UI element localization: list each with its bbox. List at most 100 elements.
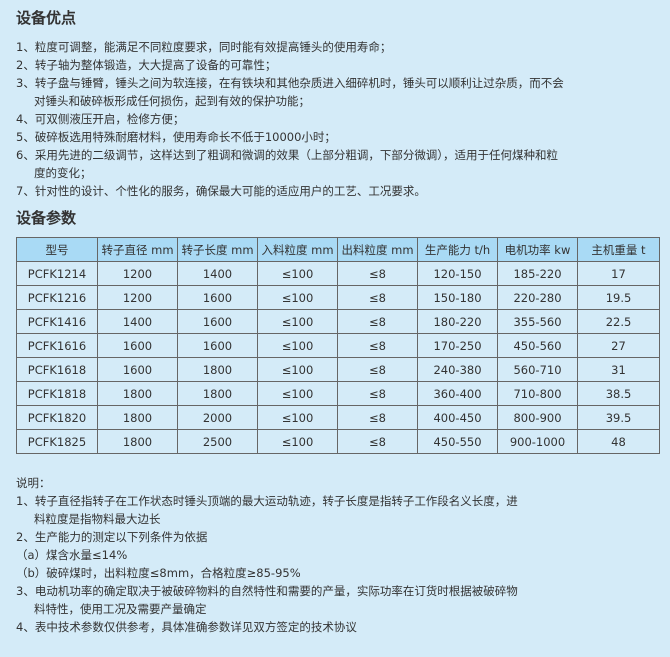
table-cell: 900-1000 <box>497 429 578 454</box>
table-cell: 1600 <box>97 357 178 382</box>
table-row: PCFK1825 1800 2500 ≤100 ≤8 450-550 900-1000 48 <box>16 429 660 454</box>
column-header: 转子长度 mm <box>177 237 258 262</box>
table-cell: 17 <box>577 261 660 286</box>
list-item: 料特性，使用工况及需要产量确定 <box>34 602 207 616</box>
table-cell: ≤8 <box>337 405 418 430</box>
table-cell: ≤100 <box>257 381 338 406</box>
params-table: 型号 转子直径 mm 转子长度 mm 入料粒度 mm 出料粒度 mm 生产能力 t/h 电机… <box>16 237 660 454</box>
list-item: 2、生产能力的测定以下列条件为依据 <box>16 530 208 544</box>
list-item: 3、转子盘与锤臂，锤头之间为软连接，在有铁块和其他杂质进入细碎机时，锤头可以顺利… <box>16 76 564 90</box>
table-cell: 450-550 <box>417 429 498 454</box>
table-cell: 38.5 <box>577 381 660 406</box>
list-item: 7、针对性的设计、个性化的服务，确保最大可能的适应用户的工艺、工况要求。 <box>16 184 426 198</box>
table-cell: 1400 <box>97 309 178 334</box>
advantages-title: 设备优点 <box>16 9 77 27</box>
table-cell: 240-380 <box>417 357 498 382</box>
table-cell: 710-800 <box>497 381 578 406</box>
table-cell: PCFK1416 <box>16 309 98 334</box>
table-cell: ≤8 <box>337 309 418 334</box>
table-header-row: 型号 转子直径 mm 转子长度 mm 入料粒度 mm 出料粒度 mm 生产能力 t/h 电机… <box>16 237 660 262</box>
table-cell: 400-450 <box>417 405 498 430</box>
column-header: 生产能力 t/h <box>417 237 498 262</box>
table-row: PCFK1416 1400 1600 ≤100 ≤8 180-220 355-560 22.5 <box>16 309 660 334</box>
list-item: （a）煤含水量≤14% <box>16 548 128 562</box>
table-row: PCFK1616 1600 1600 ≤100 ≤8 170-250 450-560 27 <box>16 333 660 358</box>
table-cell: ≤100 <box>257 429 338 454</box>
table-cell: 1800 <box>97 429 178 454</box>
table-cell: PCFK1618 <box>16 357 98 382</box>
table-cell: PCFK1216 <box>16 285 98 310</box>
table-cell: 19.5 <box>577 285 660 310</box>
table-cell: ≤100 <box>257 309 338 334</box>
list-item: 3、电动机功率的确定取决于被破碎物料的自然特性和需要的产量，实际功率在订货时根据… <box>16 584 518 598</box>
column-header: 主机重量 t <box>577 237 660 262</box>
list-item: （b）破碎煤时，出料粒度≤8mm，合格粒度≥85-95% <box>16 566 301 580</box>
table-row: PCFK1820 1800 2000 ≤100 ≤8 400-450 800-900 39.5 <box>16 405 660 430</box>
table-cell: 180-220 <box>417 309 498 334</box>
table-cell: ≤100 <box>257 261 338 286</box>
table-cell: 1600 <box>97 333 178 358</box>
table-cell: 1600 <box>177 285 258 310</box>
table-cell: ≤8 <box>337 357 418 382</box>
table-row: PCFK1214 1200 1400 ≤100 ≤8 120-150 185-220 17 <box>16 261 660 286</box>
table-cell: PCFK1214 <box>16 261 98 286</box>
table-cell: 39.5 <box>577 405 660 430</box>
list-item: 5、破碎板选用特殊耐磨材料，使用寿命长不低于10000小时； <box>16 130 336 144</box>
table-cell: 2000 <box>177 405 258 430</box>
list-item: 说明： <box>16 476 51 490</box>
table-cell: 185-220 <box>497 261 578 286</box>
list-item: 对锤头和破碎板形成任何损伤，起到有效的保护功能； <box>34 94 310 108</box>
table-cell: ≤8 <box>337 285 418 310</box>
table-cell: 1800 <box>177 357 258 382</box>
table-cell: PCFK1820 <box>16 405 98 430</box>
table-cell: 1800 <box>97 381 178 406</box>
table-cell: ≤100 <box>257 405 338 430</box>
list-item: 2、转子轴为整体锻造，大大提高了设备的可靠性； <box>16 58 277 72</box>
table-cell: 1600 <box>177 333 258 358</box>
table-cell: 31 <box>577 357 660 382</box>
table-cell: PCFK1825 <box>16 429 98 454</box>
list-item: 料粒度是指物料最大边长 <box>34 512 161 526</box>
list-item: 1、转子直径指转子在工作状态时锤头顶端的最大运动轨迹，转子长度是指转子工作段名义… <box>16 494 518 508</box>
table-cell: 150-180 <box>417 285 498 310</box>
table-cell: ≤8 <box>337 261 418 286</box>
table-row: PCFK1818 1800 1800 ≤100 ≤8 360-400 710-800 38.5 <box>16 381 660 406</box>
table-cell: 450-560 <box>497 333 578 358</box>
table-cell: 800-900 <box>497 405 578 430</box>
list-item: 1、粒度可调整，能满足不同粒度要求，同时能有效提高锤头的使用寿命； <box>16 40 392 54</box>
table-cell: PCFK1616 <box>16 333 98 358</box>
params-title: 设备参数 <box>16 209 77 227</box>
list-item: 6、采用先进的二级调节，这样达到了粗调和微调的效果（上部分粗调，下部分微调），适… <box>16 148 559 162</box>
table-cell: ≤100 <box>257 333 338 358</box>
table-cell: 1200 <box>97 285 178 310</box>
table-cell: 170-250 <box>417 333 498 358</box>
list-item: 4、表中技术参数仅供参考，具体准确参数详见双方签定的技术协议 <box>16 620 357 634</box>
table-row: PCFK1216 1200 1600 ≤100 ≤8 150-180 220-280 19.5 <box>16 285 660 310</box>
table-cell: 360-400 <box>417 381 498 406</box>
table-cell: 1800 <box>177 381 258 406</box>
table-cell: 220-280 <box>497 285 578 310</box>
table-cell: ≤100 <box>257 357 338 382</box>
table-cell: 22.5 <box>577 309 660 334</box>
column-header: 入料粒度 mm <box>257 237 338 262</box>
table-cell: ≤8 <box>337 381 418 406</box>
table-cell: 355-560 <box>497 309 578 334</box>
table-cell: 2500 <box>177 429 258 454</box>
notes-list: 说明： 1、转子直径指转子在工作状态时锤头顶端的最大运动轨迹，转子长度是指转子工作… <box>16 474 518 636</box>
column-header: 转子直径 mm <box>97 237 178 262</box>
column-header: 电机功率 kw <box>497 237 578 262</box>
table-cell: 27 <box>577 333 660 358</box>
table-cell: 1600 <box>177 309 258 334</box>
table-cell: 1400 <box>177 261 258 286</box>
table-cell: 560-710 <box>497 357 578 382</box>
list-item: 度的变化； <box>34 166 92 180</box>
column-header: 型号 <box>16 237 98 262</box>
table-cell: 1200 <box>97 261 178 286</box>
table-cell: 120-150 <box>417 261 498 286</box>
advantages-list: 1、粒度可调整，能满足不同粒度要求，同时能有效提高锤头的使用寿命； 2、转子轴为整… <box>16 38 564 200</box>
table-cell: 1800 <box>97 405 178 430</box>
table-cell: ≤8 <box>337 429 418 454</box>
column-header: 出料粒度 mm <box>337 237 418 262</box>
table-cell: PCFK1818 <box>16 381 98 406</box>
table-cell: ≤8 <box>337 333 418 358</box>
